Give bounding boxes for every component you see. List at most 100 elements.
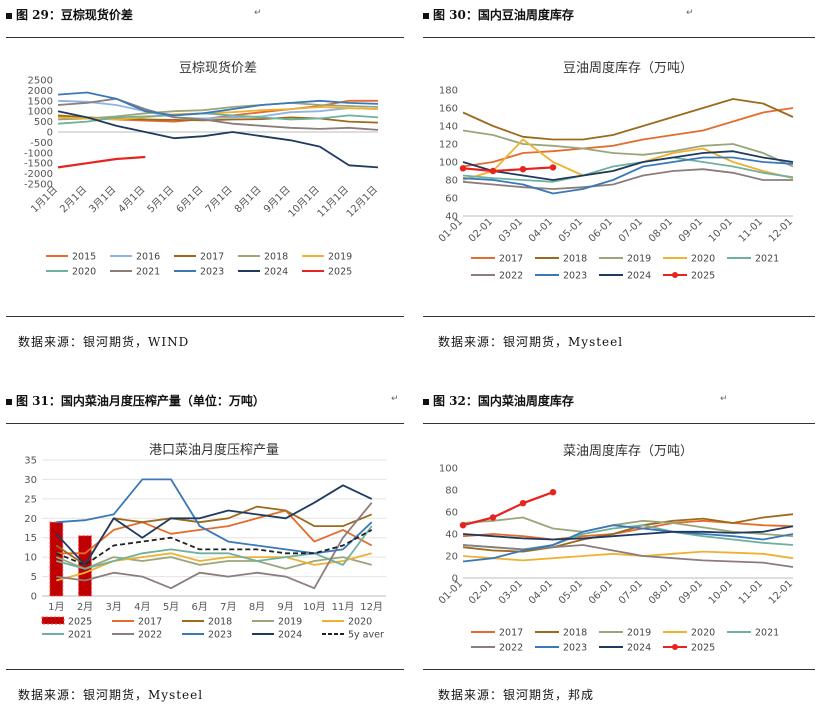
series-line-2021 — [462, 156, 794, 183]
legend-label: 2016 — [136, 252, 160, 263]
legend-label: 2022 — [499, 271, 523, 282]
series-line-2017 — [56, 509, 373, 555]
legend-label: 2015 — [72, 252, 96, 263]
legend-label: 2019 — [627, 628, 651, 639]
panel-31-bottom-rule — [6, 669, 404, 670]
y-tick-label: 120 — [439, 140, 458, 151]
panel-30-source: 数据来源：银河期货，Mysteel — [438, 335, 624, 349]
y-tick-label: 60 — [445, 194, 458, 205]
legend-label: 2018 — [563, 254, 587, 265]
legend-label: 2024 — [264, 267, 288, 278]
legend-label: 2023 — [208, 630, 232, 641]
bullet-square-icon — [6, 398, 12, 405]
series-line-2017 — [462, 519, 794, 541]
data-point-2025 — [519, 500, 527, 507]
legend-label: 2021 — [136, 267, 160, 278]
x-tick-label: 09-01 — [677, 578, 705, 606]
legend-label: 5y aver — [348, 630, 384, 641]
x-tick-label: 5月1日 — [145, 184, 177, 216]
x-tick-label: 2月 — [77, 601, 93, 613]
y-tick-label: 20 — [24, 514, 37, 525]
bullet-square-icon — [423, 12, 429, 19]
y-tick-label: 25 — [24, 494, 37, 505]
y-tick-label: 10 — [24, 553, 37, 564]
legend-label: 2023 — [563, 643, 587, 654]
y-tick-label: 30 — [24, 475, 37, 486]
chart-title: 港口菜油月度压榨产量 — [149, 442, 279, 458]
bullet-square-icon — [423, 398, 429, 405]
y-tick-label: 160 — [439, 104, 458, 115]
series-line-2021 — [56, 525, 373, 570]
legend-label: 2020 — [348, 617, 372, 628]
x-tick-label: 8月1日 — [232, 184, 264, 216]
x-tick-label: 09-01 — [677, 216, 705, 244]
legend-label: 2018 — [264, 252, 288, 263]
legend-label: 2024 — [278, 630, 302, 641]
legend-label: 2025 — [691, 643, 715, 654]
legend-label: 2021 — [755, 254, 779, 265]
series-line-2018 — [462, 98, 794, 141]
panel-29-title: 图 29：豆棕现货价差 — [6, 6, 133, 23]
series-line-2017 — [462, 107, 794, 168]
x-tick-label: 12-01 — [767, 578, 795, 606]
x-tick-label: 5月 — [163, 601, 179, 613]
legend-label: 2019 — [627, 254, 651, 265]
panel-32-top-rule — [423, 423, 815, 424]
panel-32-title-text: 图 32：国内菜油周度库存 — [433, 394, 574, 408]
x-tick-label: 1月 — [48, 601, 64, 613]
chart-title: 豆油周度库存（万吨） — [563, 60, 693, 76]
legend-marker — [672, 272, 678, 278]
series-line-2023 — [57, 91, 379, 117]
x-tick-label: 6月 — [191, 601, 207, 613]
return-mark-icon: ↵ — [254, 8, 262, 18]
x-tick-label: 04-01 — [527, 216, 555, 244]
series-line-2020 — [57, 112, 379, 125]
x-tick-label: 10-01 — [707, 216, 735, 244]
return-mark-icon: ↵ — [686, 8, 694, 18]
x-tick-label: 03-01 — [497, 578, 525, 606]
series-line-2023 — [462, 156, 794, 195]
bar-2025 — [78, 535, 92, 597]
x-tick-label: 02-01 — [467, 578, 495, 606]
series-line-2024 — [55, 484, 373, 566]
y-tick-label: -1500 — [24, 159, 53, 170]
series-line-2024 — [462, 150, 794, 181]
return-mark-icon: ↵ — [391, 394, 399, 404]
series-line-2023 — [56, 478, 373, 555]
y-tick-label: 1000 — [28, 107, 53, 118]
series-line-2025 — [57, 155, 146, 169]
panel-29-top-rule — [6, 37, 404, 38]
x-tick-label: 4月 — [134, 601, 150, 613]
legend-label: 2017 — [499, 254, 523, 265]
x-tick-label: 07-01 — [617, 216, 645, 244]
series-line-2022 — [56, 502, 373, 590]
y-tick-label: 0 — [47, 128, 53, 139]
legend-label: 2021 — [755, 628, 779, 639]
x-tick-label: 3月1日 — [87, 184, 119, 216]
data-point-2025 — [549, 164, 557, 171]
data-point-2025 — [459, 522, 467, 529]
y-tick-label: 80 — [445, 486, 458, 497]
legend-label: 2017 — [200, 252, 224, 263]
y-tick-label: -2000 — [24, 169, 53, 180]
panel-30-title: 图 30：国内豆油周度库存 — [423, 6, 574, 23]
legend-label: 2017 — [138, 617, 162, 628]
legend-label: 2019 — [328, 252, 352, 263]
y-tick-label: -2500 — [24, 180, 53, 191]
panel-32-source: 数据来源：银河期货，邦成 — [438, 688, 595, 702]
series-line-5y-aver — [55, 529, 373, 566]
y-tick-label: 15 — [24, 533, 37, 544]
data-point-2025 — [519, 166, 527, 173]
x-tick-label: 02-01 — [467, 216, 495, 244]
x-tick-label: 06-01 — [587, 216, 615, 244]
y-tick-label: 20 — [445, 552, 458, 563]
legend-label: 2025 — [691, 271, 715, 282]
x-tick-label: 6月1日 — [174, 184, 206, 216]
x-tick-label: 9月 — [277, 601, 293, 613]
x-tick-label: 05-01 — [557, 216, 585, 244]
x-tick-label: 08-01 — [647, 216, 675, 244]
data-point-2025 — [549, 489, 557, 496]
series-line-2019 — [55, 556, 372, 570]
legend-label: 2022 — [499, 643, 523, 654]
